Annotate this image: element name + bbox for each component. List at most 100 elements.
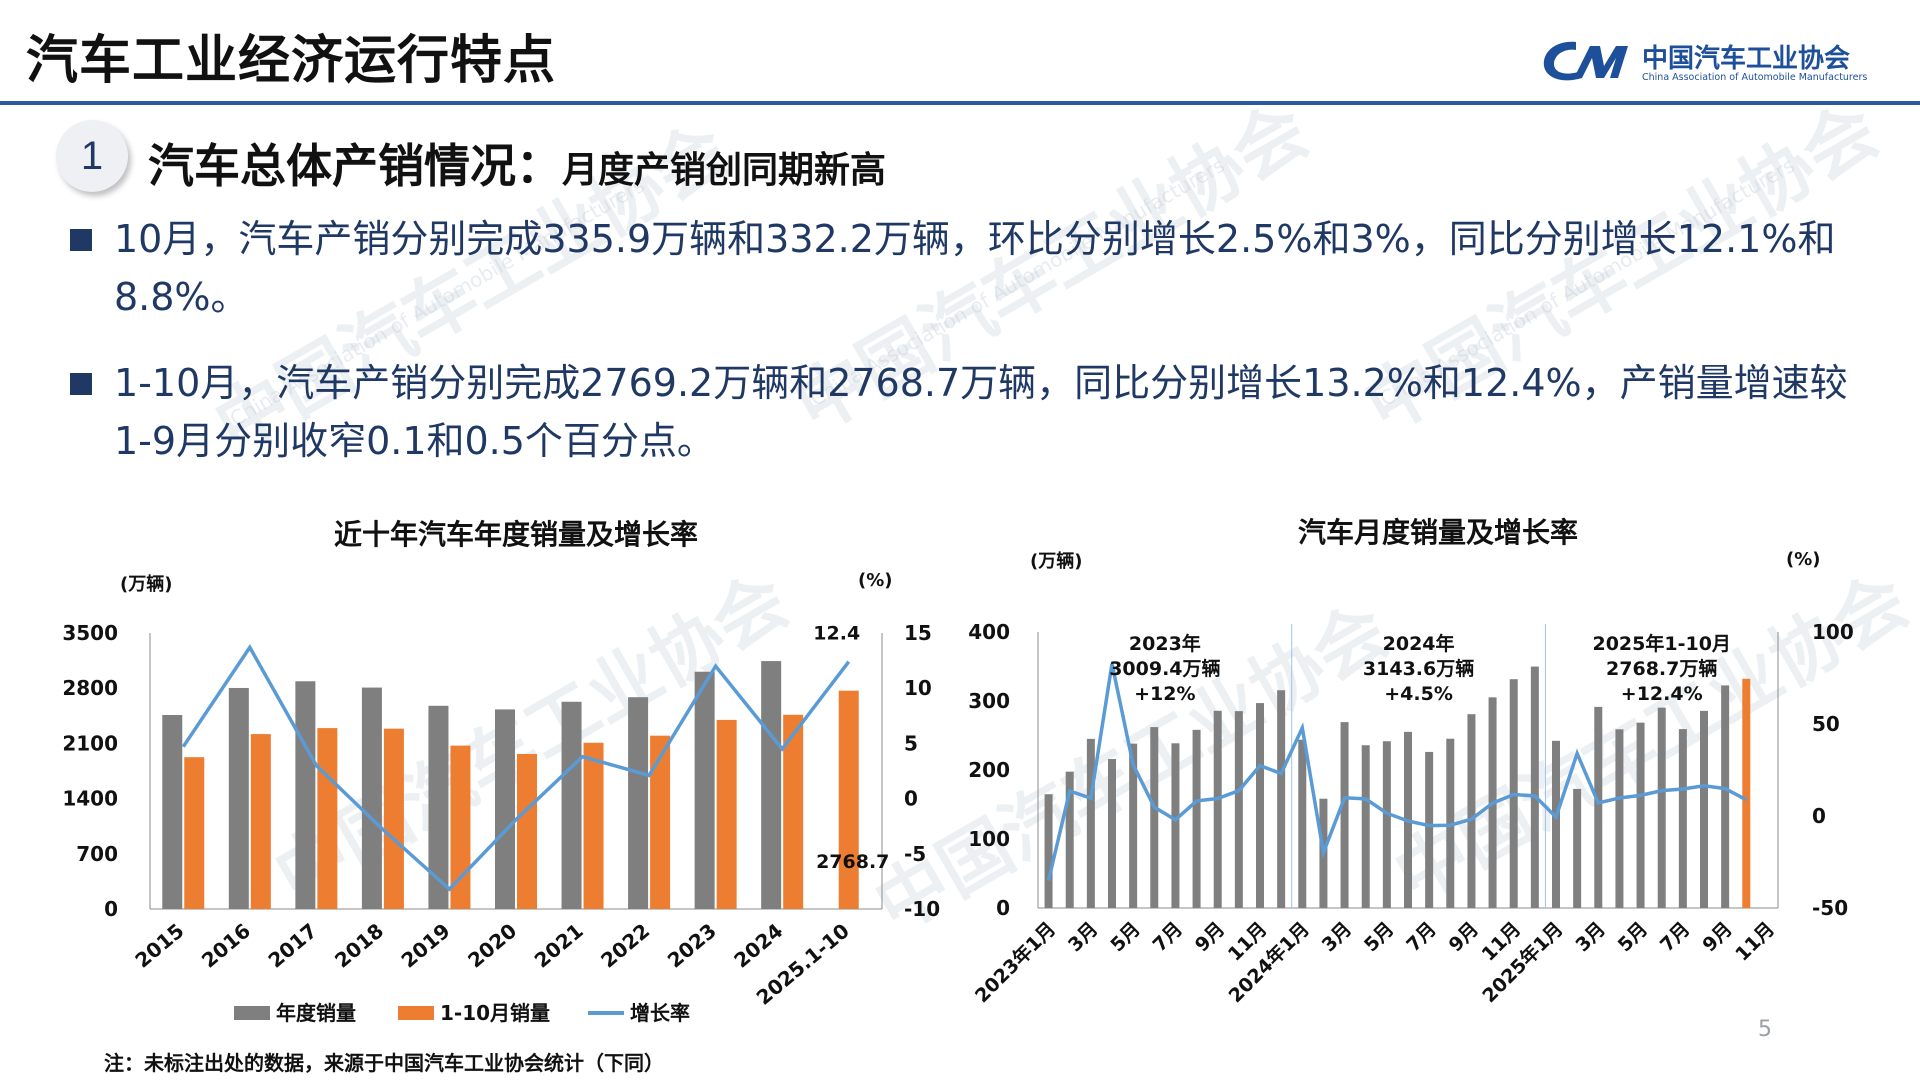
bar-monthly-sales xyxy=(1361,745,1370,908)
bar-jan-oct-sales xyxy=(250,734,271,909)
x-tick-label: 2019 xyxy=(397,918,455,972)
y-tick-label: 0 xyxy=(104,897,118,921)
year-annotation: 3009.4万辆 xyxy=(1109,657,1220,680)
y2-tick-label: -10 xyxy=(904,897,940,921)
section-label: 汽车总体产销情况： xyxy=(148,139,562,193)
bar-monthly-sales xyxy=(1530,666,1539,908)
logo-subtitle: China Association of Automobile Manufact… xyxy=(1642,72,1868,83)
bar-monthly-sales xyxy=(1425,751,1434,908)
bar-monthly-sales xyxy=(1277,690,1286,908)
bar-jan-oct-sales xyxy=(184,757,205,909)
bar-monthly-sales xyxy=(1256,703,1264,908)
bar-jan-oct-sales xyxy=(583,742,604,909)
x-tick-label: 7月 xyxy=(1402,918,1440,956)
x-tick-label: 7月 xyxy=(1149,918,1187,956)
year-annotation: 2768.7万辆 xyxy=(1606,657,1717,680)
x-tick-label: 2021 xyxy=(530,918,588,972)
bar-annual-sales xyxy=(628,697,649,909)
bar-monthly-sales xyxy=(1721,685,1730,908)
chart-title: 汽车月度销量及增长率 xyxy=(1298,516,1578,549)
header-divider xyxy=(0,101,1920,105)
growth-rate-line xyxy=(181,644,851,892)
bar-monthly-sales xyxy=(1615,729,1624,908)
bar-jan-oct-sales xyxy=(517,753,537,909)
x-tick-label: 3月 xyxy=(1571,918,1609,956)
year-annotation: +12.4% xyxy=(1621,683,1703,705)
caam-logo: 中国汽车工业协会 China Association of Automobile… xyxy=(1538,32,1868,90)
page-title: 汽车工业经济运行特点 xyxy=(26,31,557,91)
section-subtitle: 月度产销创同期新高 xyxy=(562,150,887,191)
year-annotation: +12% xyxy=(1134,683,1195,705)
bar-jan-oct-sales xyxy=(783,714,804,909)
y2-tick-label: -5 xyxy=(904,842,926,866)
bar-annual-sales xyxy=(361,687,382,909)
y2-tick-label: 100 xyxy=(1812,620,1854,644)
y-tick-label: 100 xyxy=(968,827,1010,851)
footnote: 注：未标注出处的数据，来源于中国汽车工业协会统计（下同） xyxy=(104,1051,664,1075)
x-tick-label: 2016 xyxy=(197,918,255,972)
x-tick-label: 5月 xyxy=(1360,918,1398,956)
bar-monthly-sales xyxy=(1108,759,1116,908)
y-tick-label: 0 xyxy=(996,896,1010,920)
legend-swatch-annual xyxy=(234,1006,270,1020)
bar-monthly-sales xyxy=(1700,710,1708,908)
y-tick-label: 200 xyxy=(968,758,1010,782)
bar-annual-sales xyxy=(428,705,449,909)
x-tick-label: 2018 xyxy=(330,918,388,972)
y2-tick-label: 15 xyxy=(904,621,932,645)
x-tick-label: 2015 xyxy=(130,918,188,972)
bar-monthly-sales xyxy=(1594,706,1603,908)
bar-monthly-sales xyxy=(1678,729,1687,908)
y-tick-label: 700 xyxy=(76,842,118,866)
y2-tick-label: 5 xyxy=(904,731,918,755)
y-tick-label: 2100 xyxy=(62,731,118,755)
bar-annual-sales xyxy=(295,681,316,909)
growth-rate-line xyxy=(1046,663,1748,881)
year-annotation: 2024年 xyxy=(1383,632,1455,655)
y-axis-unit: (万辆) xyxy=(120,573,172,595)
bullet-item: 1-10月，汽车产销分别完成2769.2万辆和2768.7万辆，同比分别增长13… xyxy=(70,354,1870,470)
bar-monthly-sales xyxy=(1171,743,1180,908)
bar-monthly-sales xyxy=(1234,711,1243,908)
section-title: 汽车总体产销情况：月度产销创同期新高 xyxy=(148,130,886,196)
bar-annual-sales xyxy=(761,661,782,909)
line-data-label: 12.4 xyxy=(813,623,860,645)
bar-annual-sales xyxy=(561,701,582,909)
bullet-text: 10月，汽车产销分别完成335.9万辆和332.2万辆，环比分别增长2.5%和3… xyxy=(114,217,1836,319)
bar-monthly-sales xyxy=(1298,739,1307,908)
y2-tick-label: 0 xyxy=(904,787,918,811)
legend-label: 年度销量 xyxy=(276,1001,356,1025)
section-number-badge: 1 xyxy=(56,120,128,192)
logo-text: 中国汽车工业协会 xyxy=(1642,44,1851,74)
x-tick-label: 2023年1月 xyxy=(970,917,1060,1007)
x-tick-label: 2022 xyxy=(596,918,654,972)
bar-monthly-sales xyxy=(1446,738,1455,908)
caam-logo-icon xyxy=(1543,41,1628,81)
bar-annual-sales xyxy=(495,709,515,909)
bar-annual-sales xyxy=(694,671,715,909)
bar-monthly-sales xyxy=(1636,722,1645,908)
y2-axis-unit: (%) xyxy=(1786,549,1821,570)
bar-monthly-sales xyxy=(1192,729,1201,908)
legend-label: 1-10月销量 xyxy=(440,1001,550,1025)
x-tick-label: 2017 xyxy=(264,918,322,972)
y2-tick-label: 0 xyxy=(1812,804,1826,828)
y-tick-label: 400 xyxy=(968,620,1010,644)
bar-monthly-sales xyxy=(1086,738,1095,908)
bar-monthly-sales xyxy=(1044,794,1053,908)
bar-monthly-sales xyxy=(1742,678,1751,908)
bar-annual-sales xyxy=(228,687,249,909)
bar-monthly-sales xyxy=(1573,788,1582,908)
bar-data-label: 2768.7 xyxy=(816,851,889,873)
bar-monthly-sales xyxy=(1467,714,1476,908)
bar-jan-oct-sales xyxy=(383,728,404,909)
year-annotation: 2023年 xyxy=(1129,632,1201,655)
chart-title: 近十年汽车年度销量及增长率 xyxy=(334,518,698,551)
bar-monthly-sales xyxy=(1657,707,1666,908)
bar-monthly-sales xyxy=(1129,743,1138,908)
section-number: 1 xyxy=(80,133,104,178)
year-annotation: 3143.6万辆 xyxy=(1363,657,1474,680)
y2-tick-label: 50 xyxy=(1812,712,1840,736)
bar-jan-oct-sales xyxy=(317,728,338,909)
